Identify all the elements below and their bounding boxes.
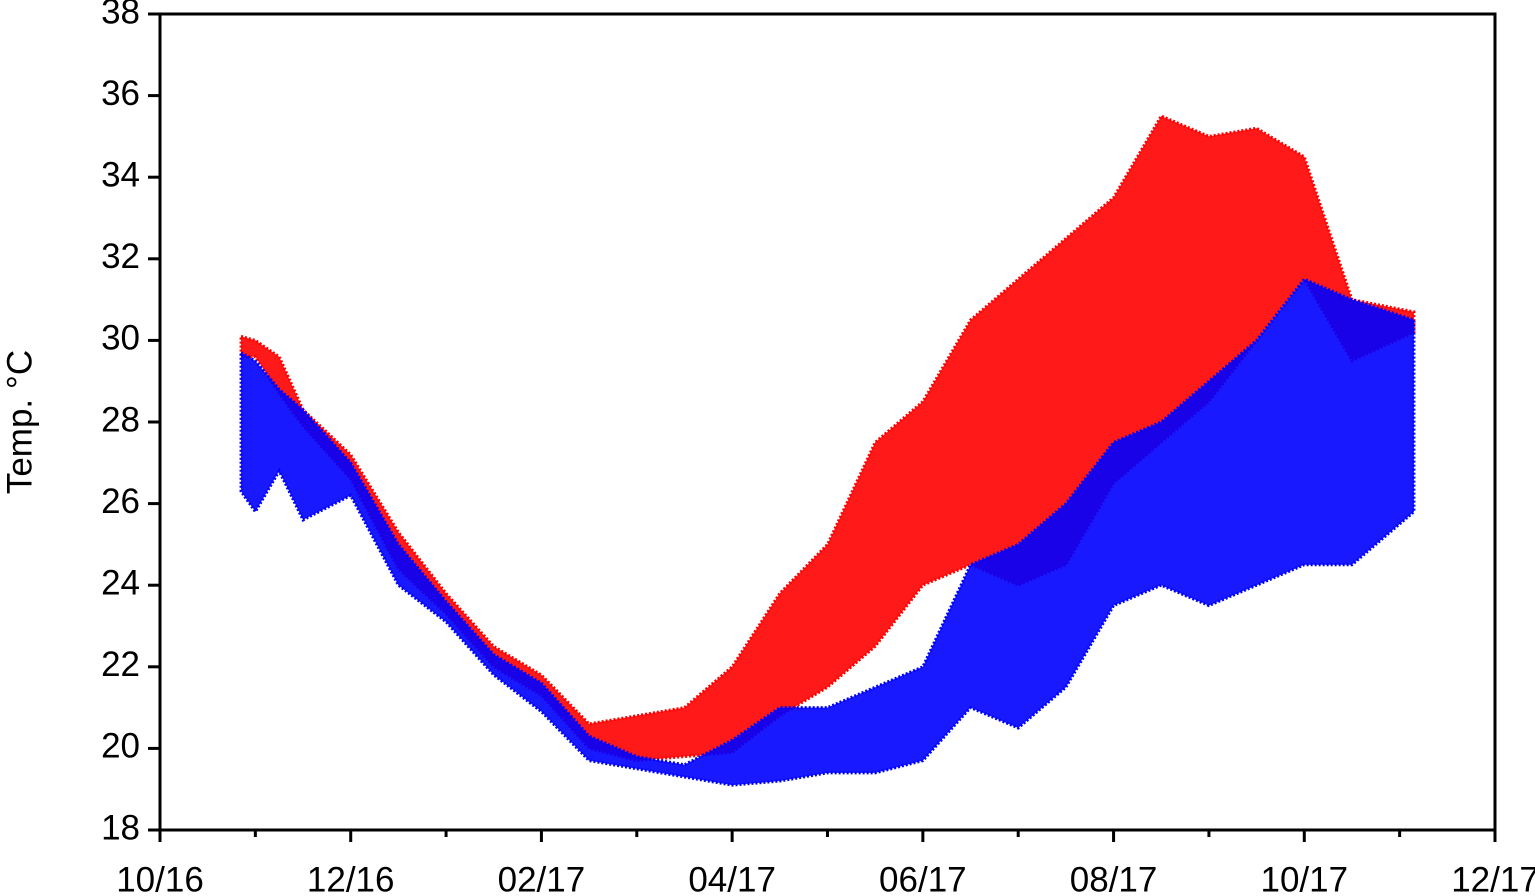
y-tick-label: 24: [101, 563, 140, 602]
y-tick-label: 38: [101, 0, 140, 31]
y-tick-label: 22: [101, 645, 140, 684]
x-tick-label: 12/17: [1451, 860, 1535, 896]
y-tick-label: 34: [101, 155, 140, 194]
temperature-band: [239, 277, 1416, 787]
y-tick-label: 20: [101, 727, 140, 766]
y-tick-label: 18: [101, 808, 140, 847]
y-tick-label: 26: [101, 482, 140, 521]
y-tick-label: 36: [101, 74, 140, 113]
x-tick-label: 08/17: [1070, 860, 1158, 896]
y-axis-label: Temp. °C: [0, 350, 39, 494]
x-tick-label: 10/16: [116, 860, 204, 896]
x-tick-label: 02/17: [498, 860, 586, 896]
y-tick-label: 30: [101, 319, 140, 358]
x-tick-label: 10/17: [1260, 860, 1348, 896]
x-tick-label: 12/16: [307, 860, 395, 896]
y-tick-label: 32: [101, 237, 140, 276]
x-tick-label: 06/17: [879, 860, 967, 896]
y-tick-label: 28: [101, 400, 140, 439]
x-tick-label: 04/17: [688, 860, 776, 896]
